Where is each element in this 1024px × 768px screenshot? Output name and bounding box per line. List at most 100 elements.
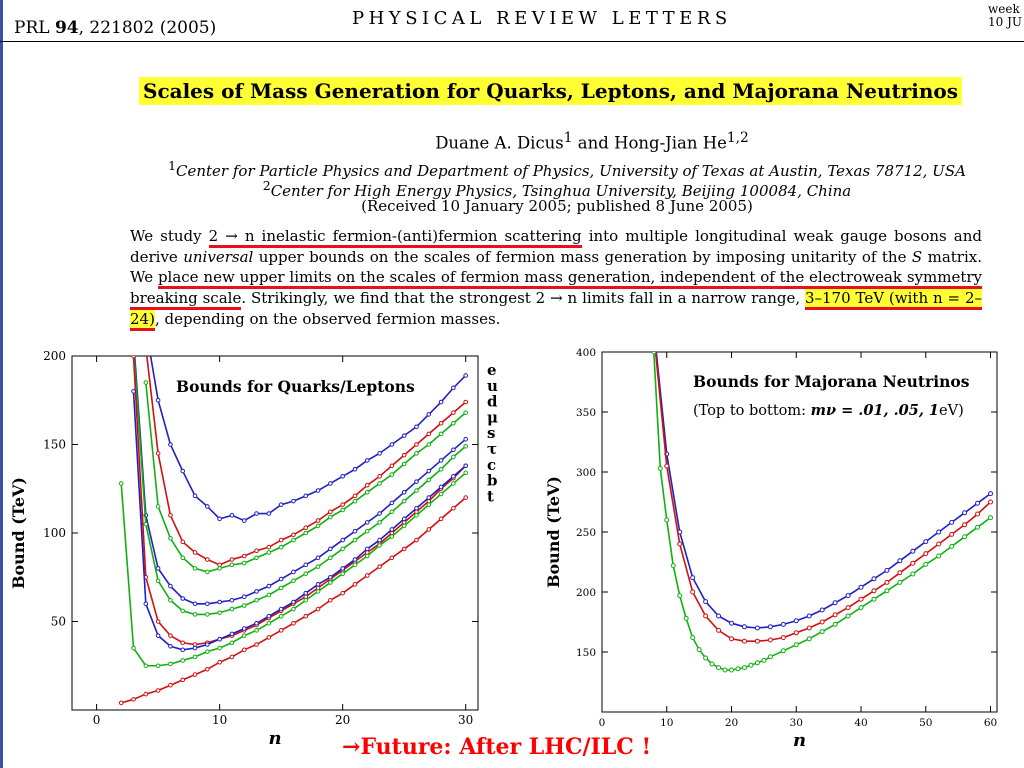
data-point xyxy=(180,658,186,663)
data-point xyxy=(426,442,432,447)
data-point xyxy=(451,385,456,391)
data-point xyxy=(180,468,186,474)
data-point xyxy=(254,620,259,626)
data-point xyxy=(241,518,247,523)
data-point xyxy=(414,479,419,484)
data-point xyxy=(884,588,890,594)
data-point xyxy=(414,505,419,511)
data-point xyxy=(340,507,345,513)
data-point xyxy=(254,597,259,603)
data-point xyxy=(254,555,259,561)
y-tick-label: 150 xyxy=(576,647,596,659)
data-point xyxy=(451,447,456,453)
data-point xyxy=(340,474,345,479)
data-point xyxy=(426,412,432,417)
y-tick-label: 200 xyxy=(576,587,596,599)
data-point xyxy=(217,599,222,605)
plot-frame xyxy=(71,355,479,711)
data-point xyxy=(192,550,198,555)
data-point xyxy=(180,539,186,545)
data-point xyxy=(871,596,877,602)
data-point xyxy=(463,495,468,500)
legend-label: d xyxy=(487,393,498,411)
data-point xyxy=(241,626,247,631)
data-point xyxy=(205,666,210,672)
data-point xyxy=(426,431,432,437)
data-point xyxy=(389,534,395,539)
data-point xyxy=(793,642,799,648)
data-point xyxy=(217,659,222,665)
data-point xyxy=(303,571,309,577)
data-point xyxy=(871,576,877,582)
data-point xyxy=(266,620,272,626)
y-axis-label: Bound (TeV) xyxy=(544,476,563,588)
data-point xyxy=(377,520,382,525)
data-point xyxy=(132,345,136,349)
legend-label: b xyxy=(487,472,498,490)
data-point xyxy=(389,463,395,469)
x-axis-label: n xyxy=(793,730,806,751)
x-axis-label: n xyxy=(268,728,281,749)
author-name: Duane A. Dicus xyxy=(435,133,564,153)
series-line xyxy=(133,356,467,616)
data-point xyxy=(328,509,333,515)
data-point xyxy=(278,606,284,612)
data-point xyxy=(426,495,432,500)
data-point xyxy=(451,420,456,426)
data-point xyxy=(131,389,136,394)
data-point xyxy=(180,555,186,561)
data-point xyxy=(155,688,161,693)
data-point xyxy=(278,544,284,550)
data-point xyxy=(463,463,468,469)
data-point xyxy=(463,399,468,405)
data-point xyxy=(377,564,382,569)
data-point xyxy=(364,573,370,578)
data-point xyxy=(451,454,456,460)
data-point xyxy=(205,612,210,617)
data-point xyxy=(936,529,942,535)
author-name: Hong-Jian He xyxy=(614,133,727,153)
y-tick-label: 200 xyxy=(43,349,66,363)
data-point xyxy=(315,582,321,587)
data-point xyxy=(858,584,864,590)
data-point xyxy=(364,553,370,559)
data-point xyxy=(205,601,210,607)
data-point xyxy=(988,515,994,521)
data-point xyxy=(832,600,838,606)
data-point xyxy=(131,356,136,359)
legend-label: u xyxy=(487,377,498,395)
x-tick-label: 40 xyxy=(854,717,867,729)
data-point xyxy=(923,561,929,567)
header-rule xyxy=(0,41,1024,42)
data-point xyxy=(303,590,309,596)
data-point xyxy=(690,575,696,581)
data-point xyxy=(352,466,358,472)
x-tick-label: 10 xyxy=(660,717,673,729)
x-tick-label: 30 xyxy=(458,713,473,727)
data-point xyxy=(936,553,942,559)
x-tick-label: 10 xyxy=(212,713,227,727)
data-point xyxy=(278,537,284,543)
data-point xyxy=(340,502,345,507)
data-point xyxy=(315,523,321,529)
data-point xyxy=(463,470,468,476)
data-point xyxy=(217,566,222,571)
data-point xyxy=(229,631,235,637)
data-point xyxy=(438,458,444,463)
data-point xyxy=(217,516,222,522)
data-point xyxy=(975,511,981,517)
data-point xyxy=(910,560,916,566)
data-point xyxy=(377,537,382,543)
data-point xyxy=(229,606,235,612)
data-point xyxy=(438,516,444,522)
data-point xyxy=(241,560,247,566)
data-point xyxy=(426,477,432,483)
data-point xyxy=(254,642,259,647)
data-point xyxy=(303,562,309,568)
data-point xyxy=(168,597,173,603)
data-point xyxy=(451,481,456,486)
data-point xyxy=(155,504,161,509)
data-point xyxy=(438,491,444,497)
affiliation: 1Center for Particle Physics and Departm… xyxy=(168,158,966,180)
data-point xyxy=(664,517,670,523)
